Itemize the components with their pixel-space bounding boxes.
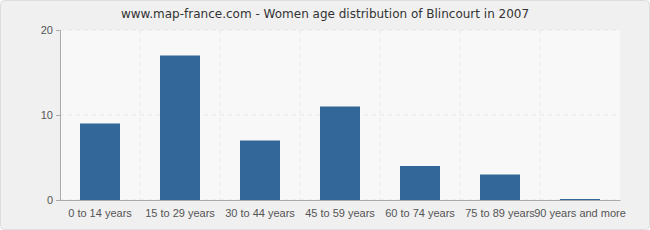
- grid: [60, 30, 620, 200]
- bar: [400, 166, 440, 200]
- grid-line: [60, 30, 620, 31]
- x-tick: 75 to 89 years: [465, 200, 535, 219]
- bar: [160, 56, 200, 201]
- bars: [80, 56, 600, 201]
- x-tick: 45 to 59 years: [305, 200, 375, 219]
- bar: [560, 199, 600, 200]
- x-tick-label: 45 to 59 years: [305, 207, 375, 219]
- y-axis-line: [56, 31, 61, 201]
- y-tick-mark: [56, 200, 60, 201]
- x-tick: 15 to 29 years: [145, 200, 215, 219]
- x-tick-label: 15 to 29 years: [145, 207, 215, 219]
- x-tick: 30 to 44 years: [225, 200, 295, 219]
- title: www.map-france.com - Women age distribut…: [121, 7, 529, 21]
- x-tick-label: 75 to 89 years: [465, 207, 535, 219]
- y-tick: 0: [47, 194, 60, 206]
- y-tick-label: 10: [41, 109, 53, 121]
- x-tick-label: 30 to 44 years: [225, 207, 295, 219]
- grid-line-vertical: [460, 30, 461, 200]
- y-tick-mark: [56, 30, 60, 31]
- y-tick: 10: [41, 109, 60, 121]
- grid-line-vertical: [220, 30, 221, 200]
- x-tick: 60 to 74 years: [385, 200, 455, 219]
- y-tick-label: 0: [47, 194, 53, 206]
- background: [1, 1, 650, 230]
- x-axis: 0 to 14 years 15 to 29 years 30 to 44 year…: [61, 200, 626, 219]
- x-tick-label: 0 to 14 years: [68, 207, 132, 219]
- grid-line-vertical: [300, 30, 301, 200]
- plot-area: [60, 30, 620, 200]
- chart: www.map-france.com - Women age distribut…: [0, 0, 650, 230]
- x-tick-label: 90 years and more: [534, 207, 626, 219]
- y-tick-label: 20: [41, 24, 53, 36]
- bar: [80, 124, 120, 201]
- x-tick: 90 years and more: [534, 200, 626, 219]
- y-tick: 20: [41, 24, 60, 36]
- grid-line-vertical: [540, 30, 541, 200]
- x-tick-label: 60 to 74 years: [385, 207, 455, 219]
- bar: [320, 107, 360, 201]
- bar: [480, 175, 520, 201]
- x-axis-line: [61, 200, 621, 201]
- y-axis: 0 10 20: [41, 24, 61, 206]
- grid-line-vertical: [140, 30, 141, 200]
- grid-line-vertical: [380, 30, 381, 200]
- x-tick: 0 to 14 years: [68, 200, 132, 219]
- bar: [240, 141, 280, 201]
- y-tick-mark: [56, 115, 60, 116]
